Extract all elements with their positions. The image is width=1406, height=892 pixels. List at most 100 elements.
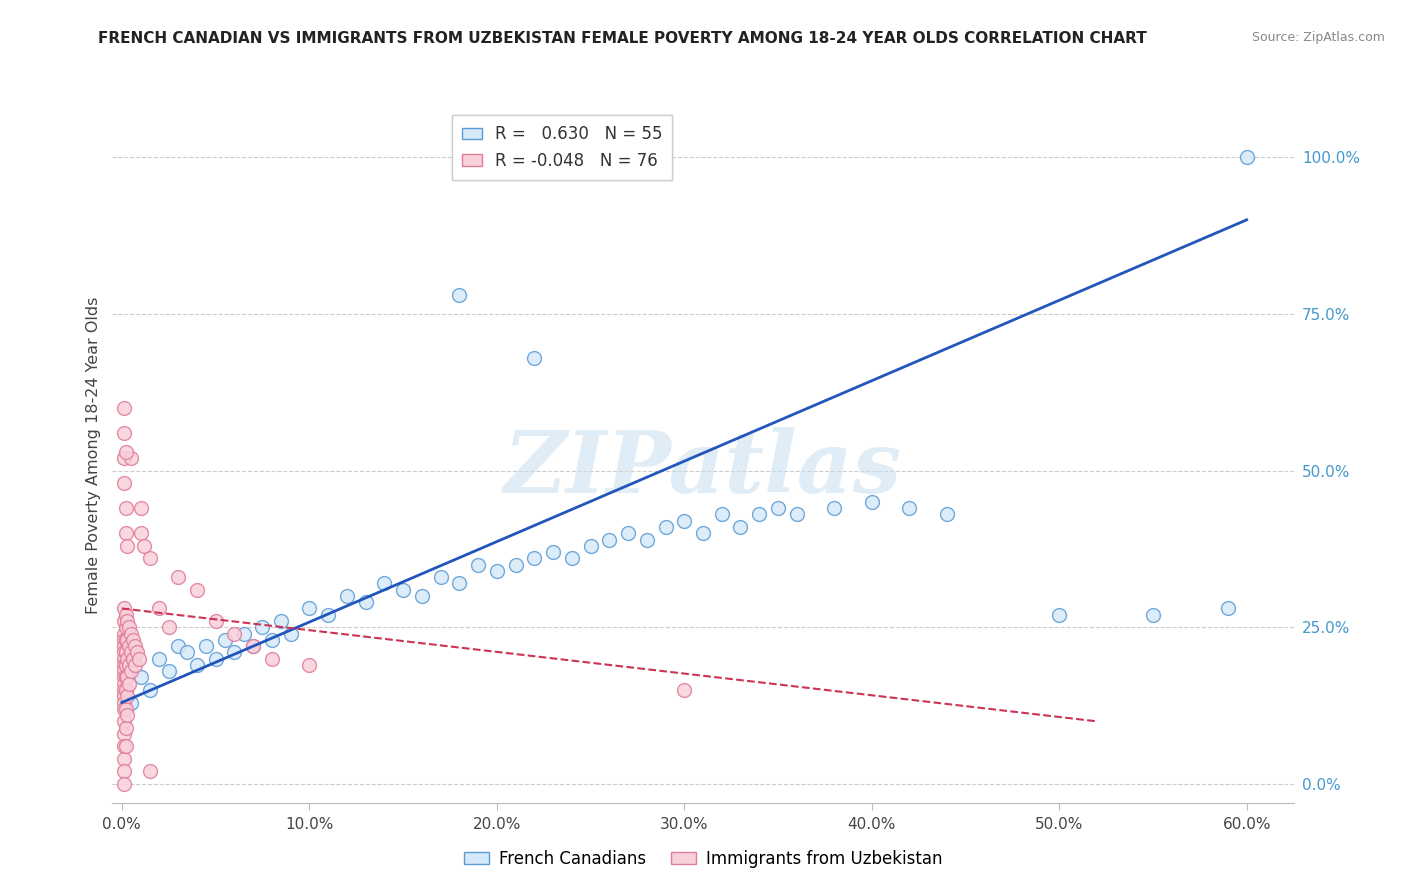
- Point: [692, 526, 714, 541]
- Point: [129, 526, 152, 541]
- Point: [112, 727, 135, 741]
- Point: [117, 651, 139, 665]
- Legend: French Canadians, Immigrants from Uzbekistan: French Canadians, Immigrants from Uzbeki…: [457, 844, 949, 875]
- Text: FRENCH CANADIAN VS IMMIGRANTS FROM UZBEKISTAN FEMALE POVERTY AMONG 18-24 YEAR OL: FRENCH CANADIAN VS IMMIGRANTS FROM UZBEK…: [98, 31, 1147, 46]
- Point: [710, 508, 733, 522]
- Point: [1236, 150, 1258, 164]
- Point: [786, 508, 808, 522]
- Point: [167, 639, 190, 653]
- Point: [204, 651, 226, 665]
- Point: [316, 607, 339, 622]
- Point: [118, 620, 141, 634]
- Point: [523, 551, 546, 566]
- Point: [617, 526, 640, 541]
- Point: [129, 501, 152, 516]
- Point: [186, 582, 208, 597]
- Point: [112, 683, 135, 698]
- Point: [392, 582, 415, 597]
- Point: [122, 651, 145, 665]
- Point: [112, 451, 135, 466]
- Point: [214, 632, 236, 647]
- Point: [117, 708, 139, 723]
- Point: [112, 752, 135, 766]
- Point: [128, 651, 150, 665]
- Point: [129, 670, 152, 684]
- Point: [186, 657, 208, 672]
- Point: [118, 657, 141, 672]
- Point: [411, 589, 433, 603]
- Point: [112, 401, 135, 415]
- Point: [139, 764, 162, 779]
- Point: [298, 657, 321, 672]
- Point: [935, 508, 957, 522]
- Point: [124, 657, 146, 672]
- Point: [118, 639, 141, 653]
- Point: [112, 664, 135, 678]
- Point: [125, 645, 148, 659]
- Point: [429, 570, 451, 584]
- Point: [617, 150, 640, 164]
- Point: [117, 670, 139, 684]
- Point: [505, 558, 527, 572]
- Point: [112, 714, 135, 729]
- Point: [167, 570, 190, 584]
- Point: [485, 150, 508, 164]
- Point: [242, 639, 264, 653]
- Point: [112, 601, 135, 615]
- Point: [117, 539, 139, 553]
- Point: [114, 739, 136, 754]
- Point: [579, 539, 602, 553]
- Point: [673, 514, 696, 528]
- Point: [120, 645, 142, 659]
- Point: [120, 696, 142, 710]
- Point: [636, 533, 658, 547]
- Point: [298, 601, 321, 615]
- Point: [204, 614, 226, 628]
- Point: [112, 739, 135, 754]
- Point: [280, 626, 302, 640]
- Point: [120, 451, 142, 466]
- Point: [112, 670, 135, 684]
- Point: [122, 632, 145, 647]
- Point: [823, 501, 845, 516]
- Point: [112, 645, 135, 659]
- Point: [114, 683, 136, 698]
- Point: [766, 501, 789, 516]
- Point: [112, 651, 135, 665]
- Point: [112, 696, 135, 710]
- Point: [224, 626, 246, 640]
- Point: [598, 533, 620, 547]
- Point: [139, 551, 162, 566]
- Text: ZIPatlas: ZIPatlas: [503, 427, 903, 510]
- Point: [112, 764, 135, 779]
- Point: [148, 601, 170, 615]
- Point: [523, 351, 546, 365]
- Point: [730, 520, 752, 534]
- Point: [373, 576, 395, 591]
- Legend: R =   0.630   N = 55, R = -0.048   N = 76: R = 0.630 N = 55, R = -0.048 N = 76: [451, 115, 672, 179]
- Point: [485, 564, 508, 578]
- Point: [112, 626, 135, 640]
- Point: [112, 632, 135, 647]
- Point: [114, 526, 136, 541]
- Point: [114, 620, 136, 634]
- Point: [157, 664, 180, 678]
- Point: [112, 676, 135, 690]
- Point: [112, 657, 135, 672]
- Point: [120, 626, 142, 640]
- Point: [898, 501, 921, 516]
- Point: [112, 702, 135, 716]
- Point: [157, 620, 180, 634]
- Point: [449, 288, 471, 302]
- Point: [176, 645, 198, 659]
- Point: [139, 683, 162, 698]
- Point: [242, 639, 264, 653]
- Point: [260, 651, 283, 665]
- Point: [112, 425, 135, 440]
- Point: [1142, 607, 1164, 622]
- Point: [114, 632, 136, 647]
- Point: [270, 614, 292, 628]
- Point: [114, 702, 136, 716]
- Point: [232, 626, 254, 640]
- Point: [117, 614, 139, 628]
